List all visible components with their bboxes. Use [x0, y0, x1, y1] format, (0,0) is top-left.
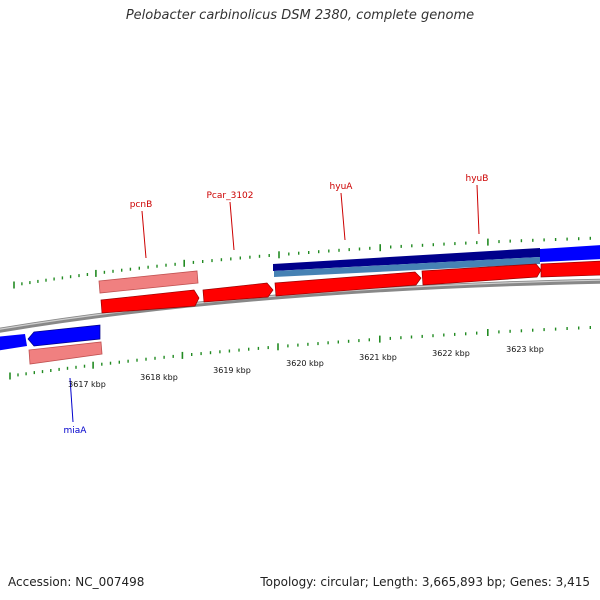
- accession-label: Accession: NC_007498: [8, 575, 145, 589]
- hyuA-gene: [274, 271, 422, 297]
- pcnB-leader: [141, 210, 147, 259]
- scale-label-3617: 3617 kbp: [68, 380, 106, 389]
- inner-tick-ring: [9, 326, 591, 380]
- outer-tick-ring: [13, 236, 591, 289]
- miaA-gene: [27, 324, 101, 347]
- next-blue-feature-bar: [540, 245, 600, 262]
- scale-label-3622: 3622 kbp: [432, 349, 470, 358]
- scale-label-3621: 3621 kbp: [359, 353, 397, 362]
- gene-label-miaA: miaA: [64, 426, 88, 436]
- pcnB-feature-bar: [98, 270, 199, 294]
- topology-label: Topology: circular; Length: 3,665,893 bp…: [260, 575, 590, 589]
- scale-label-3623: 3623 kbp: [506, 345, 544, 354]
- gene-label-pcnB: pcnB: [130, 200, 153, 210]
- miaA-leader: [69, 377, 74, 423]
- next-forward-gene: [540, 260, 600, 278]
- hyuA-leader: [340, 192, 346, 241]
- map-title: Pelobacter carbinolicus DSM 2380, comple…: [125, 8, 475, 23]
- pcnB-gene: [100, 289, 200, 314]
- scale-label-3618: 3618 kbp: [140, 373, 178, 382]
- miaA-feature-bar: [28, 341, 103, 365]
- hyuB-gene: [421, 263, 542, 286]
- gene-label-hyuA: hyuA: [330, 182, 354, 192]
- gene-label-hyuB: hyuB: [466, 174, 489, 184]
- hyu-feature-bar-light: [274, 257, 540, 277]
- Pcar_3102-gene: [202, 282, 274, 303]
- scale-label-3619: 3619 kbp: [213, 366, 251, 375]
- left-reverse-gene: [0, 334, 27, 351]
- scale-label-3620: 3620 kbp: [286, 359, 324, 368]
- hyuB-leader: [476, 184, 480, 235]
- genome-backbone: [0, 278, 600, 333]
- hyu-feature-bar-dark: [273, 248, 540, 271]
- gene-label-Pcar_3102: Pcar_3102: [207, 191, 254, 201]
- Pcar_3102-leader: [229, 201, 235, 251]
